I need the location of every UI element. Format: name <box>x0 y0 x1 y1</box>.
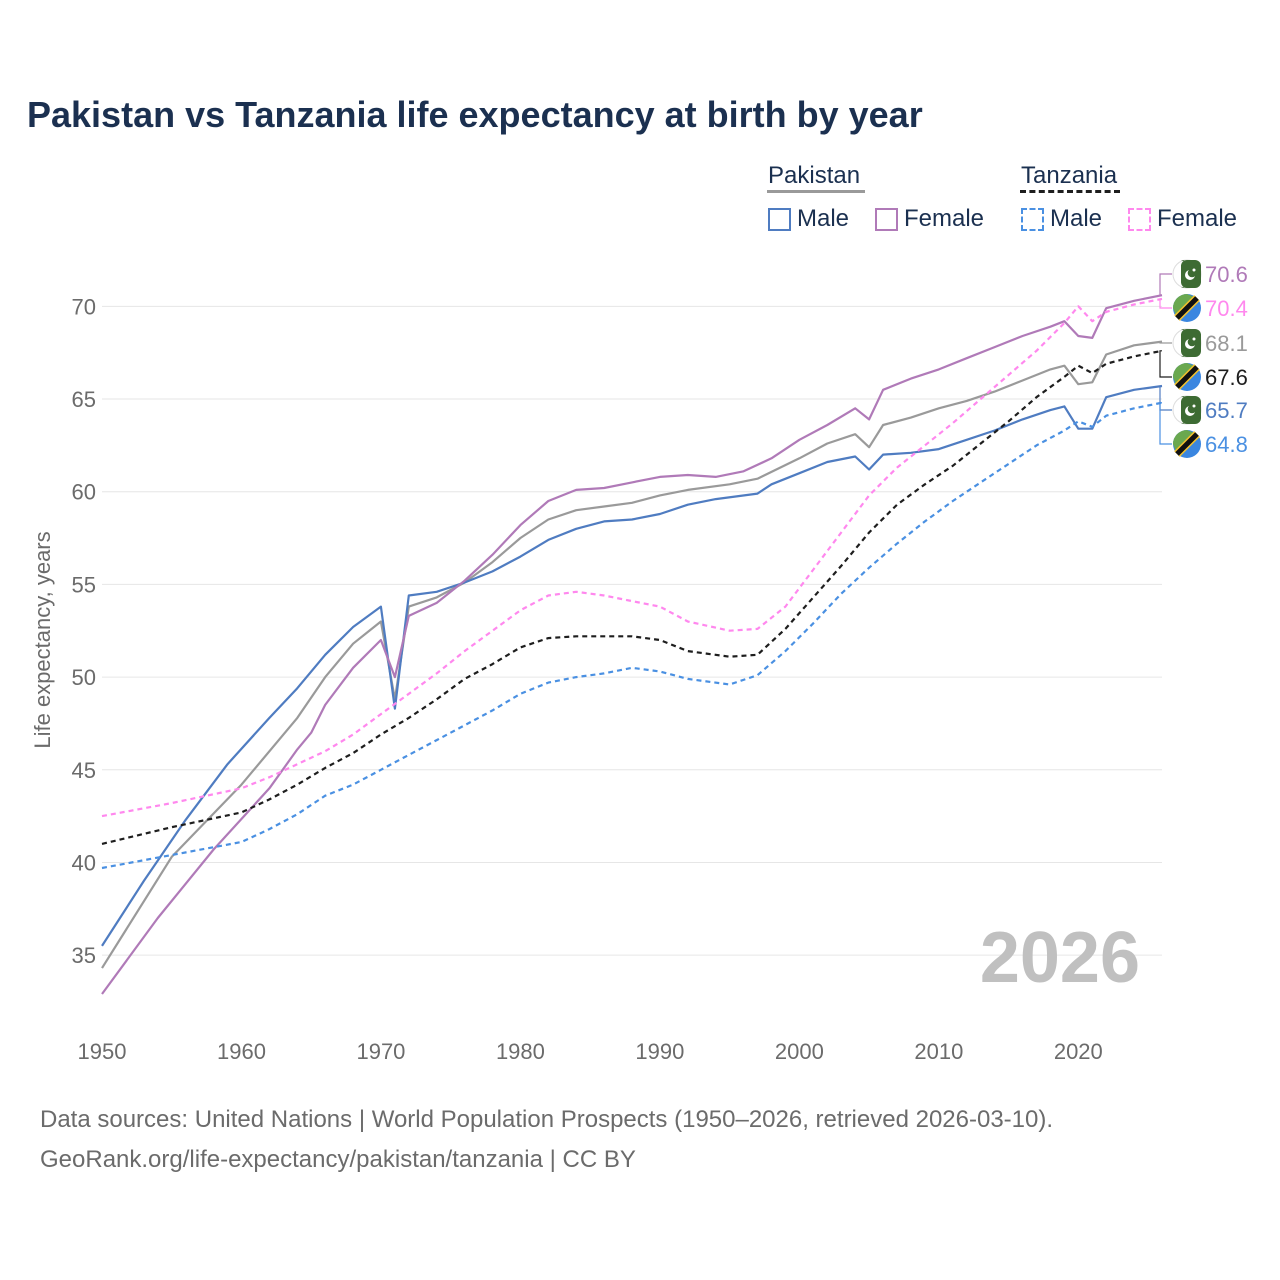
end-label-value: 70.6 <box>1205 262 1248 287</box>
y-tick-label: 55 <box>72 572 96 597</box>
end-label-connector <box>1159 350 1172 378</box>
legend-tanzania-title: Tanzania <box>1021 162 1118 189</box>
series-line-pk-total <box>101 340 1163 969</box>
series-line-pk-female <box>101 294 1163 995</box>
legend-tanzania-line <box>1020 190 1120 193</box>
y-tick-label: 60 <box>72 480 96 505</box>
legend-swatch-pakistan-male <box>768 207 791 231</box>
end-label-connector <box>1159 298 1172 309</box>
legend-item-tanzania-male[interactable]: Male <box>1021 204 1102 234</box>
x-tick-label: 1990 <box>635 1039 684 1064</box>
end-label-value: 64.8 <box>1205 432 1248 457</box>
series-layer <box>101 294 1163 995</box>
x-tick-label: 1980 <box>496 1039 545 1064</box>
y-tick-label: 45 <box>72 758 96 783</box>
chart-title: Pakistan vs Tanzania life expectancy at … <box>27 94 923 135</box>
series-line-tz-total <box>101 349 1163 845</box>
end-label-value: 65.7 <box>1205 398 1248 423</box>
series-line-tz-male <box>101 401 1163 870</box>
legend-swatch-pakistan-female <box>875 207 898 231</box>
x-tick-label: 2020 <box>1054 1039 1103 1064</box>
legend-swatch-tanzania-male <box>1021 207 1044 231</box>
legend-pakistan-line <box>767 190 865 193</box>
y-axis-label: Life expectancy, years <box>30 531 55 748</box>
legend-item-pakistan-female[interactable]: Female <box>875 204 984 234</box>
legend-pakistan-title: Pakistan <box>768 162 861 189</box>
y-tick-label: 65 <box>72 387 96 412</box>
tanzania-flag-icon <box>1173 363 1201 391</box>
x-tick-label: 2000 <box>775 1039 824 1064</box>
end-label-connector <box>1159 340 1172 344</box>
legend-label-tanzania-male: Male <box>1050 205 1103 232</box>
tanzania-flag-icon <box>1173 294 1201 322</box>
x-tick-label: 2010 <box>914 1039 963 1064</box>
footer-credit: GeoRank.org/life-expectancy/pakistan/tan… <box>40 1146 636 1173</box>
life-expectancy-chart: 35 40 45 50 55 60 65 70 1950 1960 1970 1980 1990 2000… <box>30 259 1248 1064</box>
x-tick-label: 1960 <box>217 1039 266 1064</box>
y-tick-label: 50 <box>72 665 96 690</box>
y-tick-label: 40 <box>72 850 96 875</box>
pakistan-flag-icon <box>1172 259 1202 289</box>
legend-label-tanzania-female: Female <box>1157 205 1238 232</box>
end-label-connector <box>1159 402 1172 445</box>
end-label-value: 67.6 <box>1205 365 1248 390</box>
legend-item-pakistan-male[interactable]: Male <box>768 204 849 234</box>
series-line-pk-male <box>101 384 1163 947</box>
legend-label-pakistan-female: Female <box>904 205 985 232</box>
grid-layer <box>102 305 1162 956</box>
y-tick-label: 70 <box>72 294 96 319</box>
year-watermark: 2026 <box>980 918 1140 998</box>
series-line-tz-female <box>101 297 1163 818</box>
x-tick-label: 1970 <box>356 1039 405 1064</box>
tanzania-flag-icon <box>1173 430 1201 458</box>
end-label-layer: 70.6 70.4 68.1 67.6 65.7 64.8 <box>1159 259 1248 458</box>
legend-label-pakistan-male: Male <box>797 205 850 232</box>
axis-layer: 35 40 45 50 55 60 65 70 1950 1960 1970 1980 1990 2000… <box>72 294 1103 1064</box>
end-label-value: 70.4 <box>1205 296 1248 321</box>
footer-source: Data sources: United Nations | World Pop… <box>40 1106 1054 1133</box>
pakistan-flag-icon <box>1172 395 1202 425</box>
legend-swatch-tanzania-female <box>1128 207 1151 231</box>
legend-item-tanzania-female[interactable]: Female <box>1128 204 1237 234</box>
end-label-value: 68.1 <box>1205 331 1248 356</box>
pakistan-flag-icon <box>1172 328 1202 358</box>
end-label-connector <box>1159 385 1172 411</box>
y-tick-label: 35 <box>72 943 96 968</box>
end-label-connector <box>1159 273 1172 296</box>
x-tick-label: 1950 <box>78 1039 127 1064</box>
